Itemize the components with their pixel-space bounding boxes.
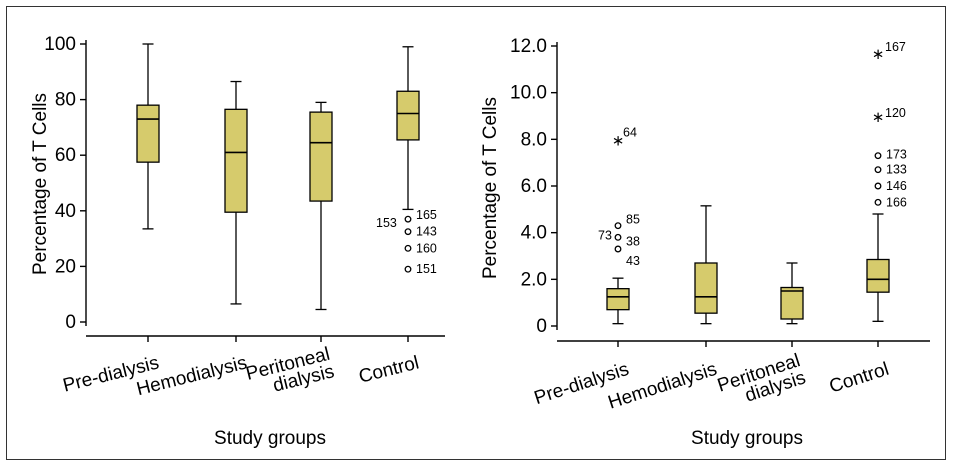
panel-2-y-tick-label: 10.0	[510, 83, 547, 104]
panel-2-box	[867, 260, 889, 293]
panel-2-outlier-star: ∗	[872, 109, 885, 126]
panel-2-outlier-label: 120	[885, 106, 906, 120]
panel-1-box	[225, 109, 247, 212]
panel-2-outlier-label: 146	[886, 179, 907, 193]
panel-2-box	[695, 263, 717, 313]
panel-1-y-tick-label: 20	[55, 256, 76, 277]
panel-2-outlier-label: 173	[886, 148, 907, 162]
panel-2-outlier-label: 167	[885, 40, 906, 54]
panel-1-y-tick-label: 0	[65, 312, 76, 333]
panel-1-box	[137, 105, 159, 162]
panel-1-x-axis-title: Study groups	[214, 428, 326, 449]
panel-1-outlier-circle	[405, 216, 411, 222]
panel-1-y-tick-label: 100	[44, 34, 76, 55]
panel-1-category-label: Peritonealdialysis	[244, 344, 336, 403]
panel-2-outlier-circle	[875, 200, 881, 206]
panel-2-box	[781, 288, 803, 320]
panel-2-outlier-circle	[875, 153, 881, 159]
panel-2-y-tick-label: 12.0	[510, 36, 547, 57]
panel-2-outlier-circle	[615, 235, 621, 241]
panel-2-outlier-label: 166	[886, 195, 907, 209]
panel-1-y-tick-label: 40	[55, 201, 76, 222]
panel-2-y-tick-label: 0	[536, 316, 547, 337]
panel-2-x-axis-title: Study groups	[691, 428, 803, 449]
panel-2-outlier-circle	[875, 183, 881, 189]
panel-2-category-label: Control	[827, 359, 892, 398]
panel-1-box	[310, 112, 332, 201]
panel-1-outlier-label: 153	[376, 216, 397, 230]
panel-2-outlier-label: 73	[598, 228, 612, 242]
panel-2-y-tick-label: 4.0	[521, 223, 547, 244]
panel-1-outlier-circle	[405, 266, 411, 272]
panel-2-y-tick-label: 2.0	[521, 269, 547, 290]
panel-2-outlier-circle	[615, 246, 621, 252]
panel-2-outlier-label: 133	[886, 163, 907, 177]
panel-2-outlier-circle	[875, 167, 881, 173]
panel-2-outlier-label: 85	[626, 213, 640, 227]
panel-1-category-label: Control	[357, 352, 422, 387]
panel-2-box	[607, 289, 629, 310]
panel-1-outlier-circle	[405, 229, 411, 235]
panel-1-y-axis-title: Percentage of T Cells	[30, 93, 51, 275]
panel-2-outlier-star: ∗	[872, 46, 885, 63]
panel-1-y-tick-label: 80	[55, 90, 76, 111]
panel-2-y-tick-label: 6.0	[521, 176, 547, 197]
panel-2-outlier-label: 64	[623, 125, 637, 139]
panel-1-outlier-circle	[405, 246, 411, 252]
panel-1-y-tick-label: 60	[55, 145, 76, 166]
panel-2-y-axis-title: Percentage of T Cells	[480, 97, 501, 279]
panel-2-outlier-label: 38	[626, 234, 640, 248]
panel-2-outlier-label: 43	[626, 254, 640, 268]
panel-1-outlier-label: 151	[416, 262, 437, 276]
panel-1-outlier-label: 160	[416, 241, 437, 255]
panel-1-box	[397, 91, 419, 140]
panel-2-y-tick-label: 8.0	[521, 129, 547, 150]
panel-1-outlier-label: 165	[416, 208, 437, 222]
panel-2-category-label: Peritonealdialysis	[715, 350, 808, 414]
panel-1-outlier-label: 143	[416, 225, 437, 239]
panel-2-outlier-circle	[615, 223, 621, 229]
